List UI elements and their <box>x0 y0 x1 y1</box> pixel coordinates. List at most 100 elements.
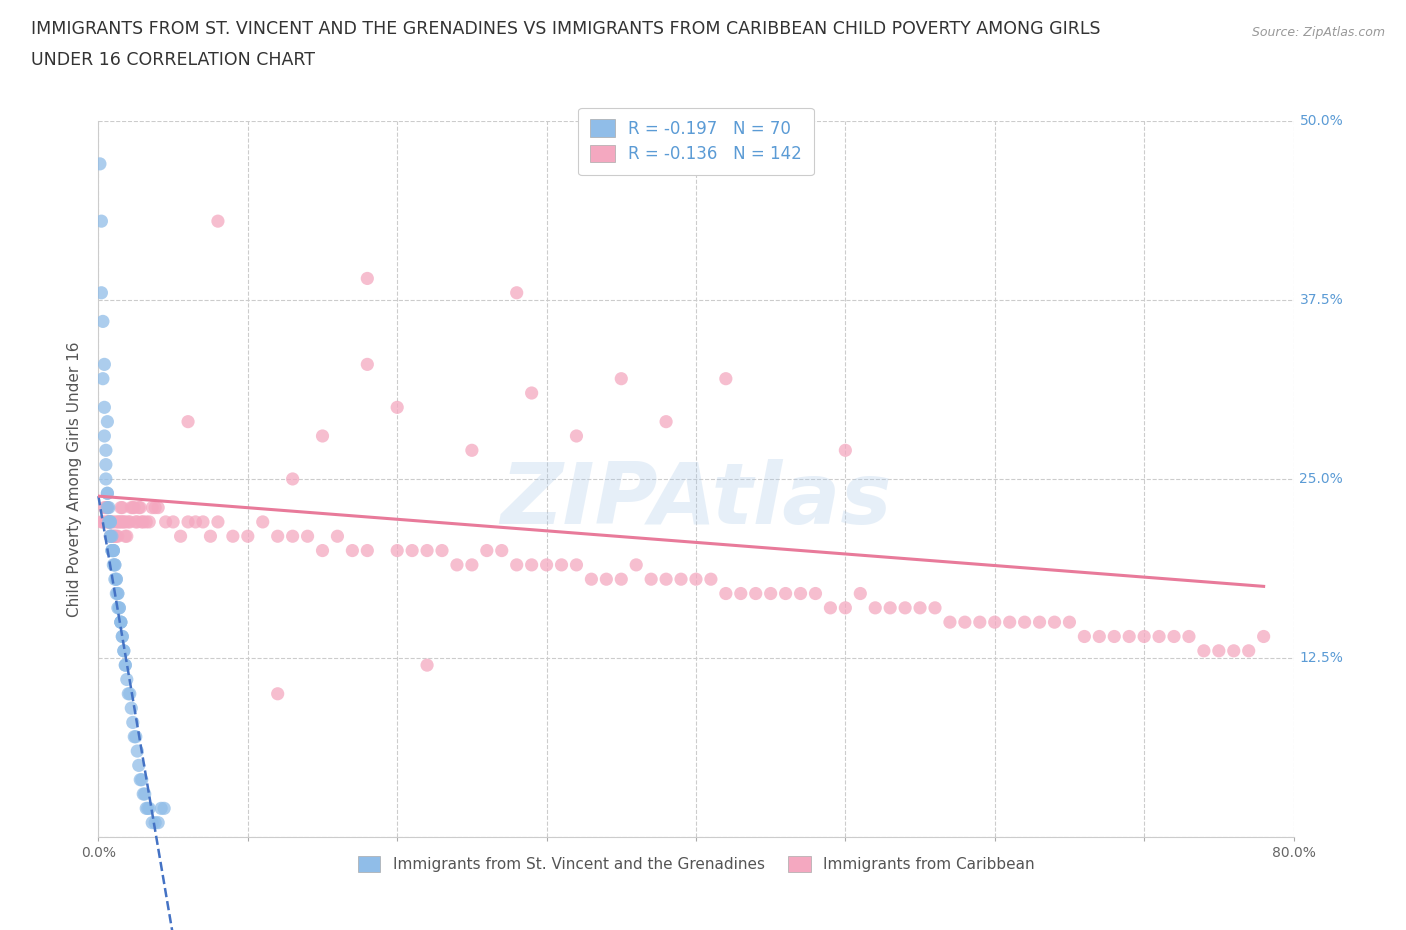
Point <box>94 472 117 486</box>
Point <box>114 529 136 544</box>
Point <box>714 586 737 601</box>
Point <box>96 414 118 429</box>
Text: 25.0%: 25.0% <box>1299 472 1343 486</box>
Point <box>222 529 245 544</box>
Point <box>138 801 160 816</box>
Point <box>101 543 124 558</box>
Point <box>138 514 160 529</box>
Point <box>101 514 124 529</box>
Y-axis label: Child Poverty Among Girls Under 16: Child Poverty Among Girls Under 16 <box>67 341 83 617</box>
Point <box>117 686 139 701</box>
Point <box>97 514 120 529</box>
Point <box>550 557 572 572</box>
Point <box>153 801 176 816</box>
Point <box>101 543 124 558</box>
Point <box>655 572 678 587</box>
Point <box>135 801 157 816</box>
Point <box>121 715 143 730</box>
Point <box>356 357 378 372</box>
Point <box>112 514 135 529</box>
Point <box>105 514 128 529</box>
Point <box>120 500 142 515</box>
Point <box>565 557 588 572</box>
Point <box>461 443 484 458</box>
Point <box>104 529 127 544</box>
Point <box>90 286 112 300</box>
Point <box>103 529 125 544</box>
Point <box>595 572 617 587</box>
Point <box>110 615 132 630</box>
Point <box>655 414 678 429</box>
Point <box>118 514 141 529</box>
Point <box>1223 644 1246 658</box>
Point <box>129 772 152 787</box>
Point <box>131 514 153 529</box>
Point <box>104 529 127 544</box>
Point <box>89 156 111 171</box>
Point <box>115 529 138 544</box>
Point <box>385 543 409 558</box>
Point <box>131 772 153 787</box>
Point <box>969 615 991 630</box>
Point <box>148 500 170 515</box>
Point <box>536 557 558 572</box>
Point <box>128 500 150 515</box>
Point <box>91 314 114 329</box>
Point <box>93 429 115 444</box>
Point <box>1073 629 1095 644</box>
Point <box>834 443 856 458</box>
Text: ZIPAtlas: ZIPAtlas <box>501 458 891 542</box>
Point <box>108 514 131 529</box>
Point <box>90 214 112 229</box>
Point <box>953 615 976 630</box>
Point <box>939 615 962 630</box>
Point <box>93 500 115 515</box>
Point <box>118 686 141 701</box>
Point <box>1043 615 1066 630</box>
Point <box>96 514 118 529</box>
Point <box>865 601 887 616</box>
Point <box>98 514 122 529</box>
Point <box>849 586 872 601</box>
Point <box>120 700 142 715</box>
Point <box>110 514 132 529</box>
Point <box>461 557 484 572</box>
Point <box>134 787 156 802</box>
Point <box>104 557 127 572</box>
Point <box>136 801 159 816</box>
Point <box>107 586 129 601</box>
Point <box>96 485 118 500</box>
Point <box>730 586 752 601</box>
Point <box>101 529 124 544</box>
Point <box>103 543 125 558</box>
Point <box>117 514 139 529</box>
Point <box>94 458 117 472</box>
Point <box>520 557 543 572</box>
Point <box>356 271 378 286</box>
Point <box>714 371 737 386</box>
Point <box>565 429 588 444</box>
Point <box>879 601 901 616</box>
Point <box>110 615 132 630</box>
Point <box>91 371 114 386</box>
Point <box>446 557 468 572</box>
Point <box>1104 629 1126 644</box>
Point <box>101 529 124 544</box>
Point <box>416 543 439 558</box>
Point <box>804 586 827 601</box>
Text: IMMIGRANTS FROM ST. VINCENT AND THE GRENADINES VS IMMIGRANTS FROM CARIBBEAN CHIL: IMMIGRANTS FROM ST. VINCENT AND THE GREN… <box>31 20 1101 38</box>
Point <box>107 529 129 544</box>
Point <box>90 514 112 529</box>
Point <box>98 529 122 544</box>
Point <box>111 629 134 644</box>
Point <box>1237 644 1260 658</box>
Point <box>96 500 118 515</box>
Point <box>91 514 114 529</box>
Point <box>356 543 378 558</box>
Point <box>1118 629 1140 644</box>
Point <box>135 514 157 529</box>
Point <box>124 500 146 515</box>
Point <box>475 543 498 558</box>
Point <box>184 514 207 529</box>
Point <box>105 586 128 601</box>
